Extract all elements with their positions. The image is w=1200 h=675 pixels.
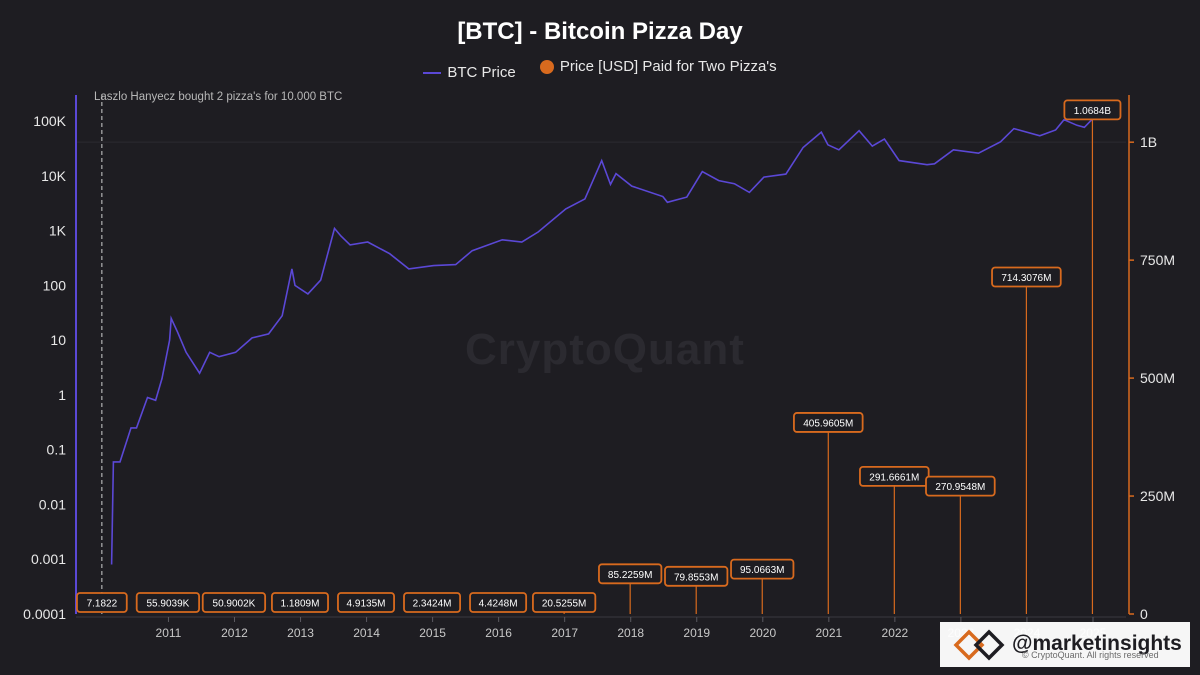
x-tick-label: 2019 [683,626,710,640]
pizza-label-box [403,592,462,613]
pizza-label-text: 55.9039K [146,599,189,610]
footer-copyright: © CryptoQuant. All rights reserved [1022,650,1159,660]
pizza-label-text: 2.3424M [413,599,452,610]
pizza-label-text: 270.9548M [935,482,985,493]
pizza-label-text: 1.1809M [281,599,320,610]
pizza-label: 1.1809M [271,592,329,613]
pizza-label-text: 405.9605M [803,418,853,429]
dot-swatch-icon [539,59,554,74]
diamond-logo-icon [953,629,1005,661]
legend-item-pizza[interactable]: Price [USD] Paid for Two Pizza's [539,58,777,75]
pizza-label-box [1063,99,1122,121]
pizza-label-text: 50.9002K [213,599,256,610]
left-tick-label: 0.0001 [23,606,66,622]
pizza-label: 95.0663M [730,558,795,580]
legend-label-btc: BTC Price [447,64,516,81]
left-tick-label: 0.001 [31,551,66,567]
pizza-label-box [337,592,395,613]
pizza-label-text: 4.9135M [347,599,386,610]
pizza-label: 1.0684B [1063,99,1122,121]
pizza-stems [563,119,1094,614]
pizza-label: 4.4248M [469,592,528,613]
x-tick-label: 2022 [882,626,909,640]
right-axis: 0 250M 500M 750M 1B [1128,95,1175,622]
x-tick-label: 2018 [617,626,644,640]
pizza-label-box [991,266,1062,288]
pizza-label: 2.3424M [403,592,462,613]
right-tick-label: 250M [1140,488,1175,504]
left-tick-label: 0.1 [47,442,67,458]
pizza-label-box [532,592,597,613]
pizza-label-box [793,412,864,433]
x-tick-label: 2014 [353,626,380,640]
pizza-label-box [201,592,267,613]
line-swatch-icon [423,71,442,74]
left-tick-label: 100K [33,113,66,129]
pizza-label-text: 79.8553M [674,572,718,583]
pizza-day-annotation: Laszlo Hanyecz bought 2 pizza's for 10.0… [94,91,343,103]
pizza-label-box [664,565,729,587]
pizza-label-box [135,592,201,613]
legend-item-btc[interactable]: BTC Price [423,64,516,81]
x-tick-label: 2016 [485,626,512,640]
left-tick-label: 1 [58,387,66,403]
pizza-label: 79.8553M [664,565,729,587]
pizza-label: 270.9548M [925,475,996,497]
pizza-label: 7.1822 [76,592,128,613]
pizza-label: 50.9002K [201,592,267,613]
pizza-label: 405.9605M [793,412,864,433]
footer-handle: @marketinsights [1012,632,1182,655]
x-tick-label: 2021 [815,626,842,640]
x-tick-label: 2015 [419,626,446,640]
pizza-label-box [271,592,329,613]
left-tick-label: 10 [50,332,66,348]
right-tick-label: 1B [1140,134,1157,150]
right-tick-label: 0 [1140,606,1148,622]
pizza-label: 85.2259M [598,563,663,585]
left-tick-label: 1K [49,223,67,239]
pizza-label-text: 291.6661M [869,472,919,483]
pizza-label-box [925,475,996,497]
chart-title: [BTC] - Bitcoin Pizza Day [457,18,743,45]
btc-price-line [110,118,1093,565]
left-tick-label: 100 [43,277,67,293]
pizza-labels: 7.1822 55.9039K 50.9002K 1.1809M 4.9135M 2.34… [76,99,1122,613]
pizza-label-text: 714.3076M [1001,273,1051,284]
x-tick-label: 2017 [551,626,578,640]
right-tick-label: 750M [1140,252,1175,268]
x-tick-label: 2020 [749,626,776,640]
x-tick-label: 2013 [287,626,314,640]
pizza-label-text: 4.4248M [479,599,518,610]
pizza-label-box [469,592,528,613]
pizza-label-text: 20.5255M [542,599,586,610]
left-tick-label: 10K [41,168,67,184]
watermark: CryptoQuant [465,325,745,374]
left-axis: 0.0001 0.001 0.01 0.1 1 10 100 1K 10K 100K [23,95,77,622]
pizza-label-box [76,592,128,613]
pizza-label-text: 85.2259M [608,570,652,581]
pizza-label: 55.9039K [135,592,201,613]
legend-label-pizza: Price [USD] Paid for Two Pizza's [559,58,777,75]
pizza-label-text: 95.0663M [740,565,784,576]
pizza-label: 4.9135M [337,592,395,613]
pizza-label: 291.6661M [859,465,930,487]
x-tick-label: 2012 [221,626,248,640]
pizza-label-box [598,563,663,585]
pizza-label-box [730,558,795,580]
x-tick-label: 2011 [156,626,182,640]
left-tick-label: 0.01 [39,496,66,512]
pizza-label-text: 7.1822 [87,599,118,610]
right-tick-label: 500M [1140,370,1175,386]
pizza-label: 20.5255M [532,592,597,613]
pizza-label: 714.3076M [991,266,1062,288]
legend: BTC Price Price [USD] Paid for Two Pizza… [0,58,1200,81]
pizza-label-text: 1.0684B [1074,106,1112,117]
